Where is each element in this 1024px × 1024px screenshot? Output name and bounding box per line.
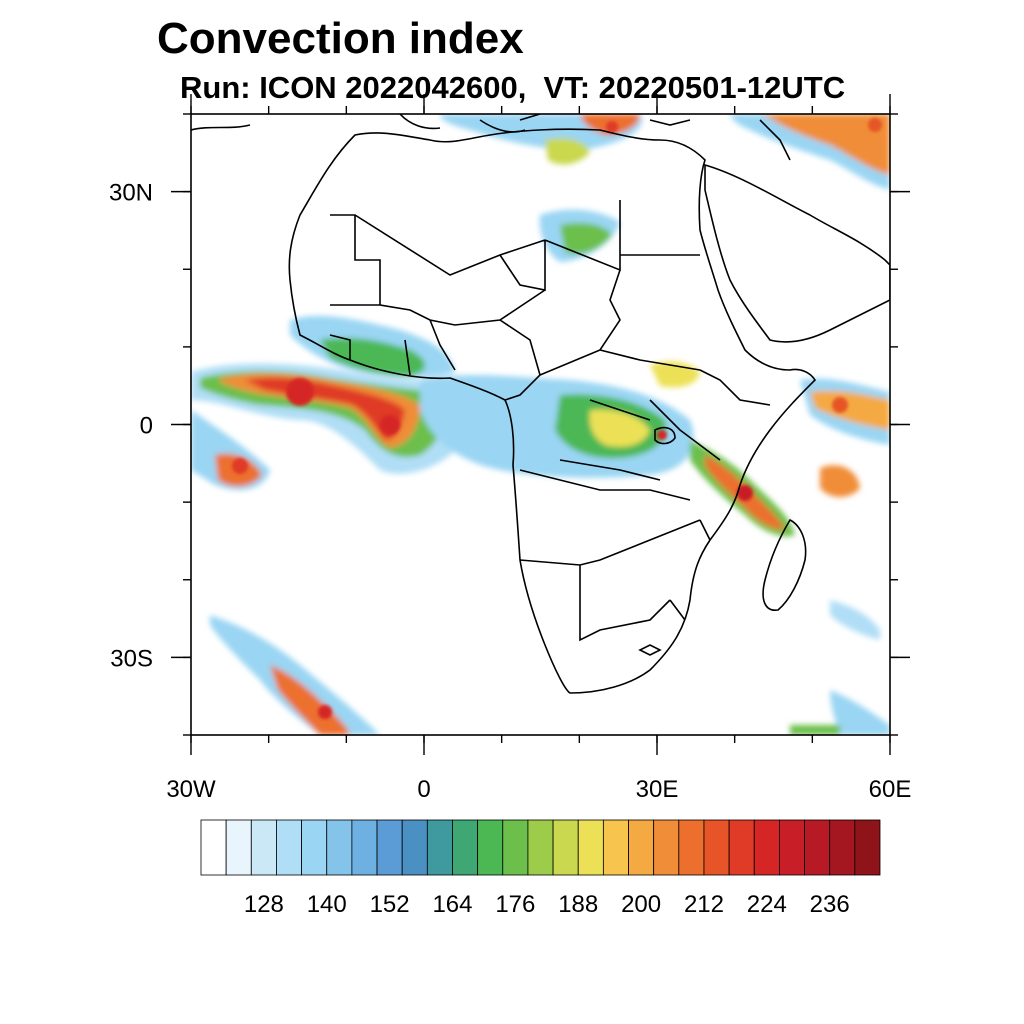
lat-tick-label: 30S (110, 645, 153, 672)
colorbar-swatch (376, 819, 403, 876)
map-title: Convection index (157, 14, 524, 63)
colorbar-swatch (602, 819, 629, 876)
colorbar-swatch (200, 819, 227, 876)
convection-field (191, 114, 890, 735)
colorbar-swatch (351, 819, 378, 876)
colorbar-swatch (552, 819, 579, 876)
colorbar-swatch (804, 819, 831, 876)
colorbar-swatch (502, 819, 529, 876)
colorbar-label: 188 (558, 891, 598, 918)
colorbar-swatch (276, 819, 302, 876)
lat-tick-label: 30N (109, 180, 153, 207)
colorbar-swatch (753, 819, 780, 876)
colorbar-swatch (628, 819, 655, 876)
colorbar-swatch (728, 819, 755, 876)
map-subtitle: Run: ICON 2022042600, VT: 20220501-12UTC (180, 70, 846, 105)
colorbar-label: 164 (432, 891, 472, 918)
colorbar-swatch (829, 819, 856, 876)
colorbar-swatch (301, 819, 328, 876)
colorbar-swatch (527, 819, 554, 876)
colorbar-label: 176 (495, 891, 535, 918)
colorbar-label: 236 (810, 891, 850, 918)
lon-tick-label: 0 (417, 776, 430, 803)
colorbar-swatch (703, 819, 730, 876)
colorbar-swatch (401, 819, 428, 876)
country-borders (191, 114, 890, 694)
colorbar-swatch (577, 819, 604, 876)
colorbar-swatch (854, 819, 881, 876)
colorbar-swatch (250, 819, 277, 876)
lon-tick-label: 60E (869, 776, 912, 803)
colorbar-swatch (426, 819, 453, 876)
lat-tick-label: 0 (140, 413, 153, 440)
colorbar-label: 200 (621, 891, 661, 918)
colorbar-label: 140 (307, 891, 347, 918)
lon-tick-label: 30W (166, 776, 216, 803)
colorbar-label: 152 (370, 891, 410, 918)
lon-tick-label: 30E (636, 776, 679, 803)
colorbar-label: 224 (747, 891, 787, 918)
colorbar-label: 128 (244, 891, 284, 918)
colorbar: 128 140 152 164 176 188 200 212 224 236 (200, 819, 881, 918)
colorbar-swatch (678, 819, 705, 876)
colorbar-swatch (779, 819, 805, 876)
colorbar-swatch (326, 819, 353, 876)
colorbar-swatch (653, 819, 680, 876)
axis-ticks: 30W 0 30E 60E 30N 0 30S (109, 94, 911, 803)
colorbar-swatch (452, 819, 479, 876)
colorbar-swatch (477, 819, 504, 876)
colorbar-swatch (225, 819, 252, 876)
colorbar-label: 212 (684, 891, 724, 918)
